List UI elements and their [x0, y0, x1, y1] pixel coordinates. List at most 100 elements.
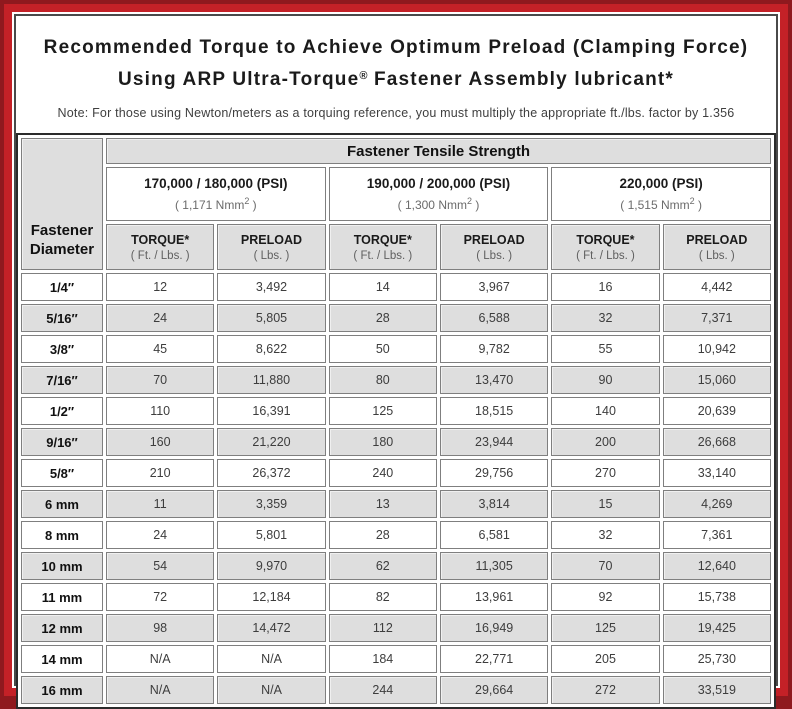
title-line-1: Recommended Torque to Achieve Optimum Pr… [43, 37, 749, 58]
value-cell: 3,492 [217, 273, 326, 301]
diameter-cell: 5/8″ [21, 459, 103, 487]
diameter-cell: 7/16″ [21, 366, 103, 394]
diameter-cell: 8 mm [21, 521, 103, 549]
nmm-label: ( 1,171 Nmm2 ) [174, 196, 257, 212]
table-row: 7/16″ 70 11,880 80 13,470 90 15,060 [21, 366, 771, 394]
value-cell: 12,640 [662, 552, 771, 580]
registered-trademark-symbol: ® [359, 70, 368, 82]
torque-table: Fastener Diameter Fastener Tensile Stren… [16, 133, 776, 709]
value-cell: N/A [217, 645, 326, 673]
value-cell: 16 [551, 273, 660, 301]
psi-label: 170,000 / 180,000 (PSI) [144, 176, 288, 191]
value-cell: 62 [328, 552, 437, 580]
table-row: 5/16″ 24 5,805 28 6,588 32 7,371 [21, 304, 771, 332]
value-cell: 24 [106, 521, 215, 549]
table-row: 9/16″ 160 21,220 180 23,944 200 26,668 [21, 428, 771, 456]
value-cell: 29,664 [439, 676, 549, 704]
value-cell: 4,269 [662, 490, 771, 518]
table-row: 6 mm 11 3,359 13 3,814 15 4,269 [21, 490, 771, 518]
diameter-cell: 5/16″ [21, 304, 103, 332]
diameter-cell: 11 mm [21, 583, 103, 611]
value-cell: 13,961 [439, 583, 549, 611]
value-cell: 12,184 [217, 583, 326, 611]
value-cell: 55 [551, 335, 660, 363]
table-row: 16 mm N/A N/A 244 29,664 272 33,519 [21, 676, 771, 704]
diameter-cell: 16 mm [21, 676, 103, 704]
value-cell: 33,519 [662, 676, 771, 704]
page-title: Recommended Torque to Achieve Optimum Pr… [16, 16, 776, 120]
value-cell: 180 [328, 428, 437, 456]
value-cell: 24 [106, 304, 215, 332]
value-cell: 11 [106, 490, 215, 518]
value-cell: 13 [328, 490, 437, 518]
value-cell: 140 [551, 397, 660, 425]
tensile-strength-header-row: Fastener Diameter Fastener Tensile Stren… [21, 138, 771, 270]
value-cell: 244 [328, 676, 437, 704]
preload-header-cell: PRELOAD ( Lbs. ) [662, 224, 771, 270]
content-area: Recommended Torque to Achieve Optimum Pr… [14, 14, 778, 709]
value-cell: 125 [328, 397, 437, 425]
table-row: 8 mm 24 5,801 28 6,581 32 7,361 [21, 521, 771, 549]
value-cell: 3,814 [439, 490, 549, 518]
value-cell: 12 [106, 273, 215, 301]
torque-header-cell: TORQUE* ( Ft. / Lbs. ) [328, 224, 437, 270]
table-row: 3/8″ 45 8,622 50 9,782 55 10,942 [21, 335, 771, 363]
preload-header-cell: PRELOAD ( Lbs. ) [439, 224, 549, 270]
diameter-cell: 1/4″ [21, 273, 103, 301]
diameter-cell: 9/16″ [21, 428, 103, 456]
value-cell: 5,805 [217, 304, 326, 332]
psi-label: 190,000 / 200,000 (PSI) [366, 176, 511, 191]
psi-header-cell: 220,000 (PSI) ( 1,515 Nmm2 ) [551, 167, 771, 221]
value-cell: 92 [551, 583, 660, 611]
note-text: Note: For those using Newton/meters as a… [57, 106, 735, 120]
nmm-label: ( 1,515 Nmm2 ) [620, 196, 703, 212]
value-cell: 19,425 [662, 614, 771, 642]
value-cell: 270 [551, 459, 660, 487]
value-cell: 18,515 [439, 397, 549, 425]
value-cell: 90 [551, 366, 660, 394]
torque-header-cell: TORQUE* ( Ft. / Lbs. ) [106, 224, 215, 270]
title-line-2: Using ARP Ultra-Torque® Fastener Assembl… [16, 62, 776, 94]
value-cell: 125 [551, 614, 660, 642]
value-cell: 15,060 [662, 366, 771, 394]
diameter-cell: 12 mm [21, 614, 103, 642]
preload-header-cell: PRELOAD ( Lbs. ) [217, 224, 326, 270]
diameter-cell: 6 mm [21, 490, 103, 518]
value-cell: 112 [328, 614, 437, 642]
value-cell: 5,801 [217, 521, 326, 549]
value-cell: 26,668 [662, 428, 771, 456]
value-cell: 8,622 [217, 335, 326, 363]
diameter-header-line1: Fastener [30, 222, 94, 239]
table-row: 12 mm 98 14,472 112 16,949 125 19,425 [21, 614, 771, 642]
value-cell: 72 [106, 583, 215, 611]
value-cell: 9,782 [439, 335, 549, 363]
value-cell: 14 [328, 273, 437, 301]
value-cell: 210 [106, 459, 215, 487]
value-cell: 200 [551, 428, 660, 456]
value-cell: 15,738 [662, 583, 771, 611]
title-line-2-post: Fastener Assembly lubricant* [367, 69, 675, 90]
table-row: 10 mm 54 9,970 62 11,305 70 12,640 [21, 552, 771, 580]
value-cell: 28 [328, 304, 437, 332]
value-cell: 15 [551, 490, 660, 518]
value-cell: 10,942 [662, 335, 771, 363]
diameter-header-cell: Fastener Diameter [21, 138, 103, 270]
psi-label: 220,000 (PSI) [619, 176, 703, 191]
psi-header-cell: 170,000 / 180,000 (PSI) ( 1,171 Nmm2 ) [106, 167, 326, 221]
diameter-cell: 14 mm [21, 645, 103, 673]
value-cell: 9,970 [217, 552, 326, 580]
value-cell: 82 [328, 583, 437, 611]
value-cell: 26,372 [217, 459, 326, 487]
value-cell: 11,305 [439, 552, 549, 580]
nmm-label: ( 1,300 Nmm2 ) [397, 196, 480, 212]
value-cell: 3,359 [217, 490, 326, 518]
value-cell: 11,880 [217, 366, 326, 394]
diameter-cell: 3/8″ [21, 335, 103, 363]
value-cell: 6,588 [439, 304, 549, 332]
value-cell: 50 [328, 335, 437, 363]
value-cell: 33,140 [662, 459, 771, 487]
value-cell: 110 [106, 397, 215, 425]
value-cell: 14,472 [217, 614, 326, 642]
table-row: 14 mm N/A N/A 184 22,771 205 25,730 [21, 645, 771, 673]
psi-header-row: 170,000 / 180,000 (PSI) ( 1,171 Nmm2 ) 1… [21, 167, 771, 221]
